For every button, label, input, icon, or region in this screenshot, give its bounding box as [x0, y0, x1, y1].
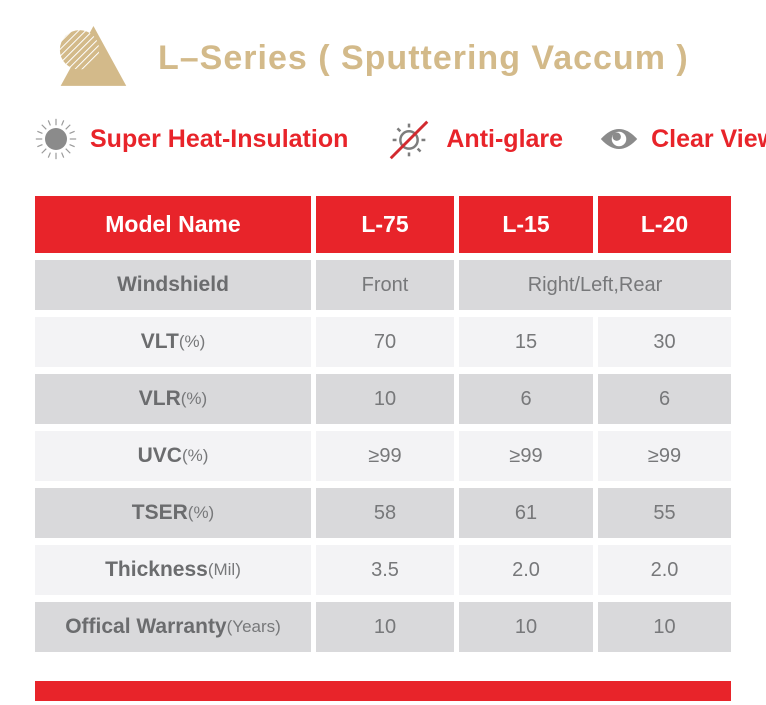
cell-value: 10 — [598, 602, 731, 652]
header-model-l15: L-15 — [459, 196, 593, 253]
table-header-row: Model Name L-75 L-15 L-20 — [35, 196, 731, 253]
cell-value: 10 — [459, 602, 593, 652]
sun-icon — [34, 117, 78, 161]
cell-value: 2.0 — [598, 545, 731, 595]
feature-clear-view: Clear View — [599, 125, 766, 154]
row-label: TSER (%) — [35, 488, 311, 538]
cell-value: 6 — [459, 374, 593, 424]
cell-value: 10 — [316, 602, 454, 652]
page-header: L–Series ( Sputtering Vaccum ) — [0, 0, 766, 100]
header-model-l75: L-75 — [316, 196, 454, 253]
brand-logo-icon — [59, 26, 127, 86]
row-label: VLR (%) — [35, 374, 311, 424]
row-label: Thickness (Mil) — [35, 545, 311, 595]
cell-value: 55 — [598, 488, 731, 538]
cell-value: 6 — [598, 374, 731, 424]
cell-value: 30 — [598, 317, 731, 367]
cell-value: 3.5 — [316, 545, 454, 595]
cell-value: ≥99 — [459, 431, 593, 481]
row-label: UVC (%) — [35, 431, 311, 481]
cell-value: ≥99 — [316, 431, 454, 481]
cell-value-span: Right/Left,Rear — [459, 260, 731, 310]
row-label: Windshield — [35, 260, 311, 310]
table-row-thickness: Thickness (Mil) 3.5 2.0 2.0 — [35, 545, 731, 595]
table-row-vlr: VLR (%) 10 6 6 — [35, 374, 731, 424]
cell-value: 10 — [316, 374, 454, 424]
cell-value: 61 — [459, 488, 593, 538]
footer-accent-bar — [35, 681, 731, 701]
feature-anti-glare: Anti-glare — [384, 114, 563, 164]
table-row-vlt: VLT (%) 70 15 30 — [35, 317, 731, 367]
eye-icon — [599, 125, 639, 153]
cell-value: 15 — [459, 317, 593, 367]
cell-value: 58 — [316, 488, 454, 538]
header-model-l20: L-20 — [598, 196, 731, 253]
feature-heat-insulation: Super Heat-Insulation — [34, 117, 348, 161]
table-row-tser: TSER (%) 58 61 55 — [35, 488, 731, 538]
table-row-windshield: Windshield Front Right/Left,Rear — [35, 260, 731, 310]
feature-label: Super Heat-Insulation — [90, 124, 349, 153]
table-row-warranty: Offical Warranty (Years) 10 10 10 — [35, 602, 731, 652]
feature-label: Anti-glare — [446, 124, 564, 153]
header-model-name: Model Name — [35, 196, 311, 253]
spec-table: Model Name L-75 L-15 L-20 Windshield Fro… — [35, 196, 731, 652]
cell-value: Front — [316, 260, 454, 310]
anti-glare-icon — [384, 114, 434, 164]
table-row-uvc: UVC (%) ≥99 ≥99 ≥99 — [35, 431, 731, 481]
page-title: L–Series ( Sputtering Vaccum ) — [158, 38, 689, 77]
cell-value: ≥99 — [598, 431, 731, 481]
feature-badges: Super Heat-Insulation — [34, 110, 766, 168]
feature-label: Clear View — [651, 124, 766, 153]
cell-value: 70 — [316, 317, 454, 367]
row-label: Offical Warranty (Years) — [35, 602, 311, 652]
cell-value: 2.0 — [459, 545, 593, 595]
row-label: VLT (%) — [35, 317, 311, 367]
